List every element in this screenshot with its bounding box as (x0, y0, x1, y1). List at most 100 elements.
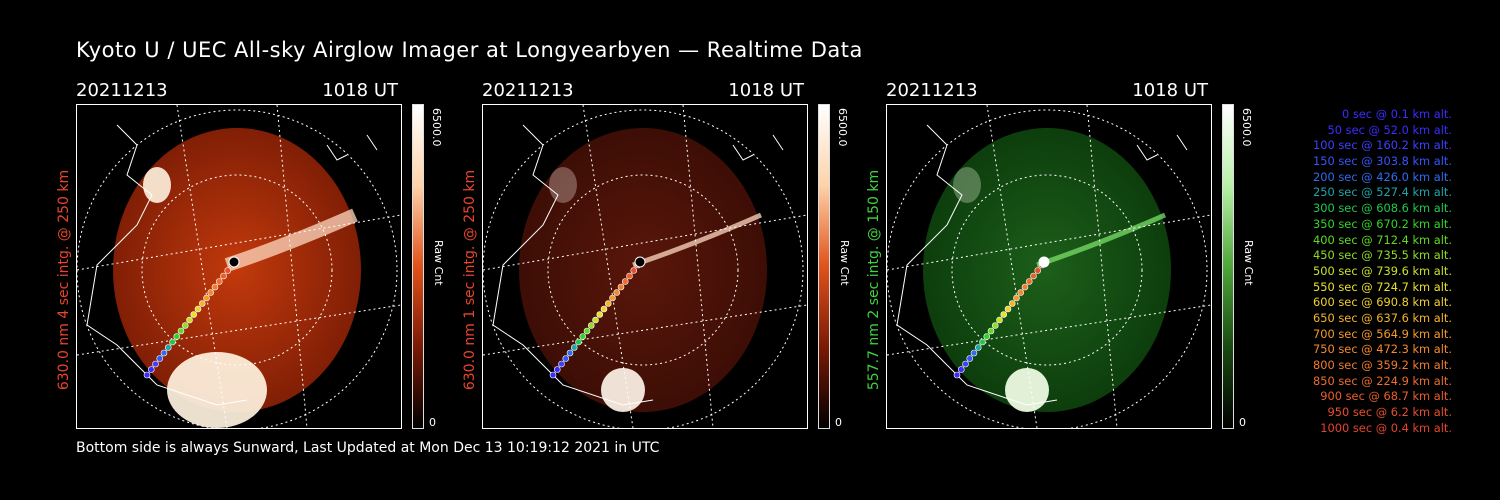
legend-row: 400 sec @ 712.4 km alt. (1313, 232, 1452, 247)
trajectory-point (953, 371, 961, 379)
allsky-image (76, 104, 402, 429)
trajectory-point (596, 311, 604, 318)
trajectory-point (575, 338, 582, 346)
allsky-image (482, 104, 808, 429)
legend-row: 850 sec @ 224.9 km alt. (1313, 373, 1452, 388)
legend-row: 450 sec @ 735.5 km alt. (1313, 248, 1452, 263)
legend-row: 800 sec @ 359.2 km alt. (1313, 358, 1452, 372)
trajectory-point (1021, 283, 1029, 291)
legend-row: 50 sec @ 52.0 km alt. (1327, 122, 1452, 137)
legend-row: 150 sec @ 303.8 km alt. (1313, 154, 1452, 169)
trajectory-point (566, 349, 574, 357)
trajectory-point (215, 278, 223, 285)
trajectory-point (600, 305, 608, 313)
grid-line (276, 105, 308, 428)
trajectory-point (617, 283, 625, 291)
legend-row: 900 sec @ 68.7 km alt. (1320, 389, 1452, 404)
panel-wavelength-label: 557.7 nm 2 sec intg. @ 150 km (866, 169, 882, 391)
station-marker (634, 256, 646, 268)
trajectory-point (220, 272, 227, 280)
grid-circle (77, 109, 398, 428)
trajectory-legend: 0 sec @ 0.1 km alt. 50 sec @ 52.0 km alt.… (1262, 107, 1452, 436)
trajectory-point (181, 322, 189, 329)
trajectory-point (991, 322, 999, 329)
legend-row: 350 sec @ 670.2 km alt. (1313, 216, 1452, 231)
trajectory-point (957, 366, 965, 373)
panel-wavelength-label: 630.0 nm 1 sec intg. @ 250 km (462, 169, 478, 391)
station-marker (228, 256, 240, 268)
trajectory-point (173, 333, 181, 340)
colorbar (818, 104, 830, 429)
coastline (492, 124, 784, 406)
trajectory-point (1000, 311, 1008, 318)
colorbar-min: 0 (429, 416, 436, 429)
panel-date: 20211213 (76, 80, 168, 101)
trajectory-point (1013, 294, 1020, 302)
colorbar-max: 6500.0 (836, 108, 849, 147)
trajectory-point (553, 366, 561, 373)
trajectory-point (164, 344, 172, 351)
aurora-spot (143, 167, 171, 203)
legend-row: 250 sec @ 527.4 km alt. (1313, 185, 1452, 200)
legend-row: 200 sec @ 426.0 km alt. (1313, 169, 1452, 184)
camera-panel-3: 20211213 1018 UT 557.7 nm 2 sec intg. @ 15… (866, 80, 1266, 430)
trajectory-point (587, 322, 595, 329)
coastline (86, 124, 378, 406)
trajectory-point (194, 305, 202, 313)
aurora-spot (549, 167, 577, 203)
panel-time: 1018 UT (322, 80, 398, 101)
trajectory-point (143, 371, 151, 379)
trajectory-point (630, 267, 638, 274)
station-marker (1038, 256, 1050, 268)
trajectory-point (604, 300, 612, 307)
trajectory-point (558, 360, 565, 368)
colorbar-max: 6500.0 (1240, 108, 1253, 147)
grid-circle (141, 174, 333, 366)
colorbar-max: 6500.0 (430, 108, 443, 147)
trajectory-point (970, 349, 978, 357)
grid-circle (951, 174, 1143, 366)
trajectory-point (1008, 300, 1016, 307)
trajectory-point (609, 294, 616, 302)
trajectory-point (211, 283, 219, 291)
legend-row: 100 sec @ 160.2 km alt. (1313, 138, 1452, 153)
trajectory-point (1017, 289, 1025, 296)
trajectory-point (169, 338, 176, 346)
trajectory-point (562, 355, 570, 362)
trajectory-point (177, 327, 185, 335)
trajectory-point (156, 355, 164, 362)
colorbar (412, 104, 424, 429)
grid-line (1086, 105, 1118, 428)
trajectory-point (190, 311, 198, 318)
trajectory-point (147, 366, 155, 373)
trajectory-point (987, 327, 995, 335)
coastline (896, 124, 1188, 406)
trajectory-point (198, 300, 206, 307)
grid-line (682, 105, 714, 428)
trajectory-point (626, 272, 633, 280)
grid-circle (547, 174, 739, 366)
panel-date: 20211213 (482, 80, 574, 101)
trajectory-point (224, 267, 232, 274)
grid-circle (483, 109, 804, 428)
trajectory-point (1034, 267, 1042, 274)
legend-row: 950 sec @ 6.2 km alt. (1327, 405, 1452, 420)
trajectory-point (160, 349, 168, 357)
aurora-spot (167, 352, 267, 428)
grid-circle (887, 109, 1208, 428)
trajectory-point (1030, 272, 1037, 280)
aurora-arc (1036, 212, 1167, 268)
colorbar (1222, 104, 1234, 429)
trajectory-point (621, 278, 629, 285)
colorbar-unit: Raw Cnt (1242, 240, 1255, 286)
camera-panel-2: 20211213 1018 UT 630.0 nm 1 sec intg. @ 25… (462, 80, 862, 430)
colorbar-unit: Raw Cnt (432, 240, 445, 286)
legend-row: 1000 sec @ 0.4 km alt. (1320, 420, 1452, 435)
legend-row: 750 sec @ 472.3 km alt. (1313, 342, 1452, 357)
panel-wavelength-label: 630.0 nm 4 sec intg. @ 250 km (56, 169, 72, 391)
trajectory-point (1004, 305, 1012, 313)
colorbar-unit: Raw Cnt (838, 240, 851, 286)
trajectory-point (983, 333, 991, 340)
aurora-arc (224, 208, 358, 272)
legend-row: 700 sec @ 564.9 km alt. (1313, 326, 1452, 341)
